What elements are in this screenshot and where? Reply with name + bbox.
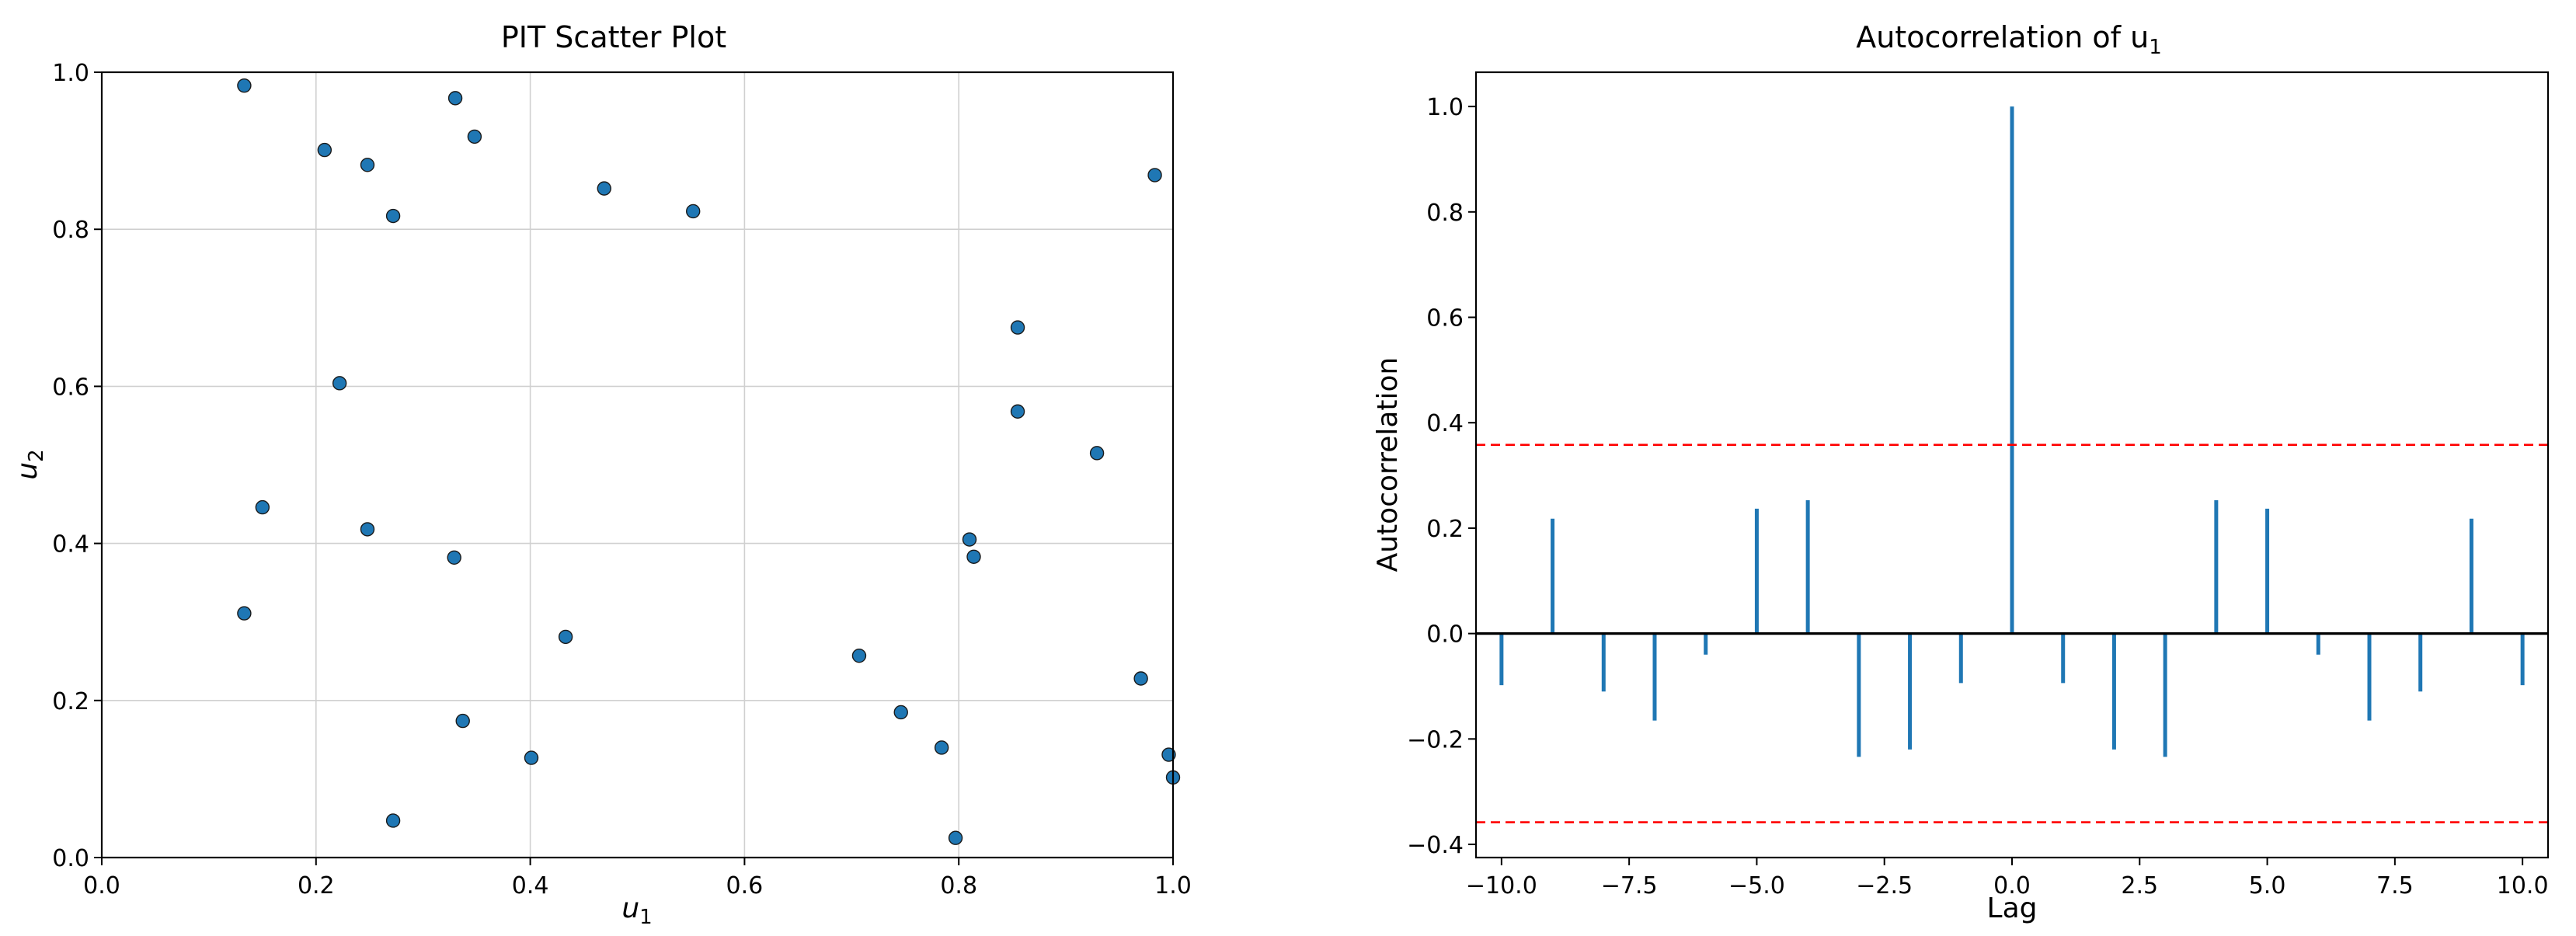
scatter-point	[385, 208, 401, 224]
x-tick-label: 0.0	[83, 872, 120, 899]
x-tick-label: 0.6	[726, 872, 764, 899]
x-tick-label: 0.0	[1993, 872, 2031, 899]
y-tick-label: 0.0	[1426, 621, 1464, 649]
x-tick-label: 5.0	[2249, 872, 2286, 899]
x-tick-label: −2.5	[1856, 872, 1913, 899]
scatter-point	[255, 499, 270, 515]
pit-scatter-frame	[100, 71, 1175, 859]
autocorrelation-bars	[1499, 106, 2525, 757]
autocorrelation-title: Autocorrelation of u1	[1856, 20, 2162, 59]
autocorrelation-xlabel: Lag	[1987, 893, 2038, 924]
pit-scatter-ticks: 0.0 0.2 0.4 0.6 0.8 1.0 0.0 0.2 0.4 0.6 0.8 1.0	[52, 60, 1192, 899]
scatter-point	[558, 629, 573, 645]
scatter-point	[851, 648, 867, 663]
pit-scatter-xlabel: u1	[621, 893, 652, 929]
scatter-point	[237, 606, 252, 621]
scatter-point	[447, 550, 461, 565]
x-tick-label: −10.0	[1466, 872, 1537, 899]
pit-scatter-points	[237, 78, 1181, 845]
x-tick-label: 0.8	[940, 872, 977, 899]
scatter-point	[360, 158, 375, 172]
scatter-point	[455, 713, 470, 729]
pit-scatter-panel: PIT Scatter Plot 0.0 0.2 0.4 0.6 0.8 1.00.00.…	[12, 20, 1192, 929]
y-tick-label: 0.2	[52, 688, 89, 715]
scatter-point	[966, 549, 981, 564]
x-tick-label: 1.0	[1154, 872, 1192, 899]
autocorrelation-ylabel: Autocorrelation	[1372, 357, 1404, 572]
scatter-point	[360, 522, 375, 537]
pit-scatter-title: PIT Scatter Plot	[501, 20, 726, 54]
y-tick-label: 0.4	[1426, 410, 1464, 437]
x-tick-label: 0.2	[298, 872, 335, 899]
scatter-point	[1161, 747, 1176, 762]
scatter-point	[962, 532, 977, 547]
autocorrelation-frame	[1474, 71, 2550, 859]
y-tick-label: −0.2	[1407, 726, 1464, 753]
x-tick-label: 2.5	[2121, 872, 2158, 899]
scatter-point	[893, 705, 908, 720]
pit-scatter-ylabel: u2	[12, 449, 48, 479]
scatter-point	[385, 813, 401, 828]
y-tick-label: 0.4	[52, 531, 89, 558]
x-tick-label: 0.4	[512, 872, 549, 899]
x-tick-label: 7.5	[2376, 872, 2414, 899]
y-tick-label: 0.2	[1426, 516, 1464, 543]
scatter-point	[467, 129, 482, 144]
y-tick-label: 0.8	[1426, 200, 1464, 227]
y-tick-label: 1.0	[52, 60, 89, 87]
autocorrelation-reference-lines	[1476, 444, 2548, 823]
y-tick-label: 1.0	[1426, 94, 1464, 121]
y-tick-label: −0.4	[1407, 832, 1464, 859]
scatter-point	[1010, 320, 1025, 335]
scatter-point	[948, 830, 963, 845]
x-tick-label: −7.5	[1601, 872, 1658, 899]
scatter-point	[524, 750, 539, 765]
scatter-point	[332, 376, 347, 391]
autocorrelation-ticks: −10.0 −7.5 −5.0 −2.5 0.0 2.5 5.0 7.5 10.0 −0.4 −0.…	[1407, 94, 2548, 899]
scatter-point	[1147, 168, 1162, 183]
y-tick-label: 0.0	[52, 845, 89, 872]
x-tick-label: −5.0	[1728, 872, 1785, 899]
scatter-point	[597, 181, 611, 196]
pit-scatter-grid	[101, 71, 1174, 858]
scatter-point	[1010, 404, 1025, 419]
scatter-point	[934, 740, 949, 755]
scatter-point	[686, 204, 701, 219]
scatter-point	[1089, 446, 1105, 461]
autocorrelation-panel: Autocorrelation of u1 −10.0 −7.5 −5.0 −2.5 0…	[1372, 20, 2550, 924]
scatter-point	[1133, 671, 1148, 686]
scatter-point	[447, 91, 463, 106]
scatter-point	[237, 78, 252, 93]
x-tick-label: 10.0	[2497, 872, 2549, 899]
y-tick-label: 0.6	[1426, 305, 1464, 332]
y-tick-label: 0.6	[52, 374, 89, 401]
y-tick-label: 0.8	[52, 217, 89, 244]
scatter-point	[317, 142, 332, 158]
